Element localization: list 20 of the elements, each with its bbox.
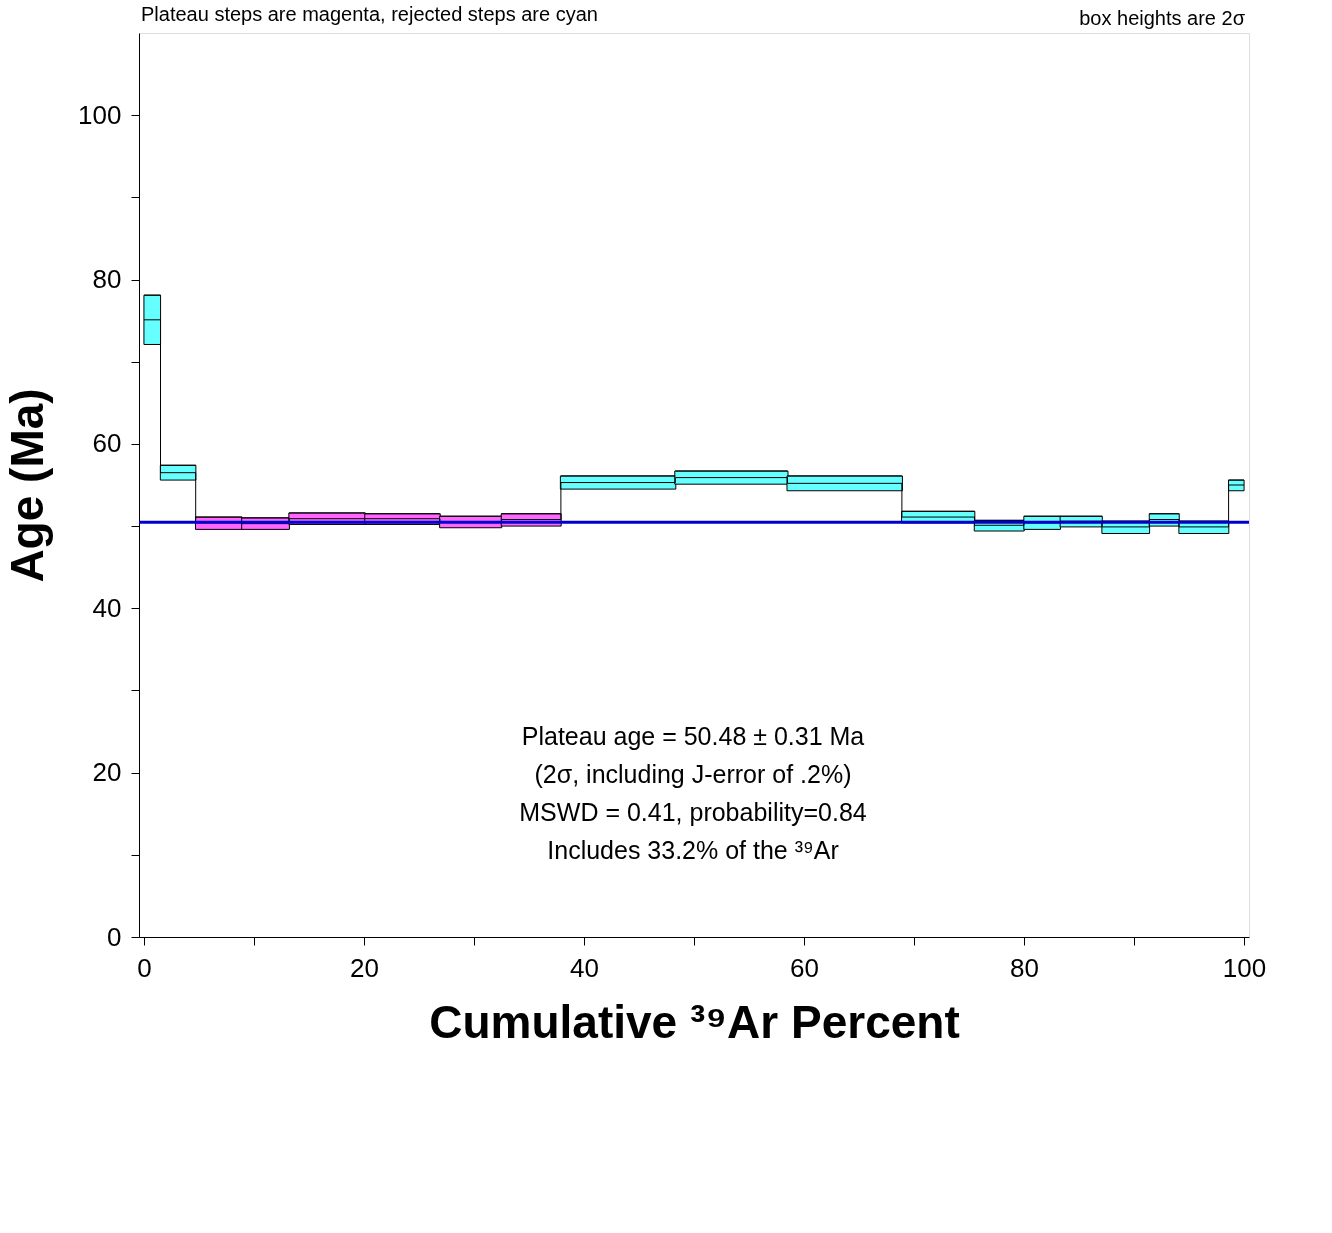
annotation: MSWD = 0.41, probability=0.84 bbox=[519, 798, 867, 826]
y-axis-title: Age (Ma) bbox=[1, 388, 54, 583]
text: box heights are 2σ bbox=[1079, 7, 1246, 29]
x-tick-label: 0 bbox=[137, 952, 152, 983]
y-tick-label: 40 bbox=[92, 592, 122, 623]
x-tick-label: 40 bbox=[570, 952, 599, 983]
y-tick-label: 20 bbox=[92, 757, 122, 788]
text: Plateau steps are magenta, rejected steps are cyan bbox=[141, 3, 598, 25]
x-tick-label: 100 bbox=[1222, 952, 1267, 983]
y-tick-label: 60 bbox=[92, 428, 122, 459]
y-tick-label: 0 bbox=[107, 921, 122, 952]
annotation: Plateau age = 50.48 ± 0.31 Ma bbox=[521, 722, 865, 750]
annotation: Includes 33.2% of the ³⁹Ar bbox=[547, 836, 839, 864]
x-tick-label: 60 bbox=[790, 952, 819, 983]
y-tick-label: 80 bbox=[92, 264, 122, 295]
x-axis-title: Cumulative ³⁹Ar Percent bbox=[429, 995, 960, 1048]
y-tick-label: 100 bbox=[78, 99, 122, 130]
x-tick-label: 80 bbox=[1010, 952, 1039, 983]
x-tick-label: 20 bbox=[350, 952, 379, 983]
annotation: (2σ, including J-error of .2%) bbox=[534, 760, 852, 788]
